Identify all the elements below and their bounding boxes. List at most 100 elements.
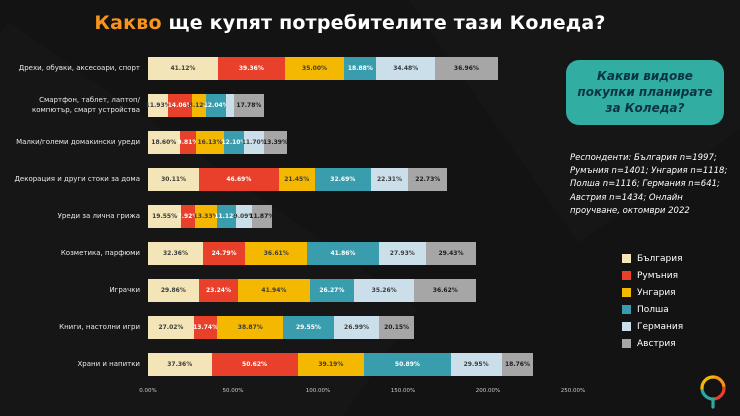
legend-label: Австрия <box>637 338 676 349</box>
legend-item: Румъния <box>622 267 683 284</box>
chart-row: Храни и напитки 37.36% 50.62% 39.19% 50.89% 2… <box>10 346 585 383</box>
x-axis-tick-label: 50.00% <box>222 388 244 394</box>
category-label: Декорация и други стоки за дома <box>14 174 140 183</box>
bar-segment: 18.76% <box>501 353 534 376</box>
bar-segment: 35.00% <box>284 57 345 80</box>
segment-value-label: 35.00% <box>302 65 328 72</box>
category-label: Книги, настолни игри <box>59 322 140 331</box>
legend-swatch <box>622 288 631 297</box>
bar-segment: 14.06% <box>167 94 193 117</box>
legend-swatch <box>622 254 631 263</box>
bar-segment: 11.87% <box>249 205 275 228</box>
segment-value-label: 39.36% <box>238 65 264 72</box>
bar-segment: 24.79% <box>203 242 246 265</box>
segment-value-label: 32.36% <box>163 250 188 257</box>
segment-value-label: 27.02% <box>158 324 184 331</box>
x-axis-tick-label: 250.00% <box>560 388 586 394</box>
segment-value-label: 36.62% <box>432 287 458 294</box>
bar-segment: 32.69% <box>314 168 371 191</box>
segment-value-label: 17.78% <box>236 102 262 109</box>
bar-segment: 46.69% <box>199 168 279 191</box>
segment-value-label: 36.61% <box>263 250 289 257</box>
bar-segment: 30.11% <box>148 168 200 191</box>
bar-segment: 29.43% <box>426 242 477 265</box>
chart-row: Дрехи, обувки, аксесоари, спорт 41.12% 39.… <box>10 50 585 87</box>
bar-track: 30.11% 46.69% 21.45% 32.69% 22.31% 22.73% <box>148 168 448 191</box>
bar-segment: 9.81% <box>177 131 199 154</box>
legend-swatch <box>622 305 631 314</box>
legend-item: Полша <box>622 301 683 318</box>
bar-track: 29.86% 23.24% 41.94% 26.27% 35.26% 36.62% <box>148 279 477 302</box>
respondents-note: Респонденти: България n=1997; Румъния n=… <box>570 153 728 216</box>
segment-value-label: 11.87% <box>249 213 275 220</box>
bar-segment: 41.94% <box>238 279 310 302</box>
bar-segment: 13.39% <box>263 131 288 154</box>
callout-box: Какви видове покупки планирате за Коледа… <box>566 60 724 125</box>
chart-rows: Дрехи, обувки, аксесоари, спорт 41.12% 39.… <box>10 50 585 383</box>
bar-track: 37.36% 50.62% 39.19% 50.89% 29.95% 18.76% <box>148 353 534 376</box>
bar-segment: 16.13% <box>196 131 224 154</box>
bar-segment: 36.61% <box>245 242 308 265</box>
category-label: Играчки <box>109 285 140 294</box>
bar-segment: 17.78% <box>233 94 265 117</box>
bar-segment: 26.27% <box>309 279 355 302</box>
legend-swatch <box>622 271 631 280</box>
legend-label: Унгария <box>637 287 676 298</box>
segment-value-label: 50.62% <box>242 361 268 368</box>
segment-value-label: 9.81% <box>177 139 199 146</box>
legend-item: Австрия <box>622 335 683 352</box>
x-axis-tick-label: 200.00% <box>475 388 501 394</box>
segment-value-label: 18.76% <box>505 361 530 368</box>
category-label: Козметика, парфюми <box>60 248 140 257</box>
segment-value-label: 29.95% <box>463 361 489 368</box>
segment-value-label: 34.48% <box>393 65 419 72</box>
category-label: Малки/големи домакински уреди <box>16 137 140 146</box>
bar-segment: 11.70% <box>242 131 267 154</box>
bar-segment: 35.26% <box>354 279 415 302</box>
chart-row: Смартфон, таблет, лаптоп/компютър, смарт… <box>10 87 585 124</box>
legend-swatch <box>622 322 631 331</box>
segment-value-label: 35.26% <box>371 287 397 294</box>
segment-value-label: 29.43% <box>438 250 464 257</box>
segment-value-label: 41.86% <box>330 250 356 257</box>
bar-track: 27.02% 13.74% 38.87% 29.55% 26.99% 20.15% <box>148 316 414 339</box>
legend-label: Германия <box>637 321 684 332</box>
segment-value-label: 38.87% <box>237 324 263 331</box>
stacked-bar-chart: Дрехи, обувки, аксесоари, спорт 41.12% 39.… <box>10 50 585 400</box>
segment-value-label: 14.06% <box>167 102 193 109</box>
bar-segment: 41.86% <box>307 242 379 265</box>
bar-segment: 8.12% <box>189 94 209 117</box>
segment-value-label: 39.19% <box>318 361 344 368</box>
category-label: Дрехи, обувки, аксесоари, спорт <box>18 63 140 72</box>
chart-row: Декорация и други стоки за дома 30.11% 46.… <box>10 161 585 198</box>
segment-value-label: 19.55% <box>152 213 178 220</box>
bar-segment: 27.02% <box>148 316 194 339</box>
bar-segment: 13.74% <box>193 316 219 339</box>
bar-segment: 36.96% <box>435 57 498 80</box>
bar-segment: 29.86% <box>148 279 199 302</box>
chart-row: Малки/големи домакински уреди 18.60% 9.81%… <box>10 124 585 161</box>
segment-value-label: 13.74% <box>193 324 219 331</box>
segment-value-label: 36.96% <box>453 65 479 72</box>
segment-value-label: 13.39% <box>263 139 288 146</box>
x-axis-tick-label: 150.00% <box>390 388 416 394</box>
segment-value-label: 50.89% <box>394 361 420 368</box>
bar-segment: 50.89% <box>364 353 451 376</box>
x-axis: 0.00% 50.00% 100.00% 150.00% 200.00% 250.00% <box>139 386 586 400</box>
brand-logo-icon <box>700 375 726 409</box>
bar-segment: 37.36% <box>148 353 212 376</box>
bar-track: 18.60% 9.81% 16.13% 12.10% 11.70% 13.39% <box>148 131 288 154</box>
bar-segment: 50.62% <box>211 353 298 376</box>
segment-value-label: 20.15% <box>384 324 410 331</box>
bar-segment: 38.87% <box>217 316 284 339</box>
segment-value-label: 16.13% <box>197 139 223 146</box>
bar-segment: 11.12% <box>214 205 239 228</box>
bar-segment <box>226 94 234 117</box>
bar-segment: 9.09% <box>234 205 254 228</box>
segment-value-label: 46.69% <box>226 176 252 183</box>
bar-segment: 21.45% <box>278 168 315 191</box>
category-label: Храни и напитки <box>77 359 140 368</box>
segment-value-label: 29.55% <box>295 324 321 331</box>
bar-track: 41.12% 39.36% 35.00% 18.88% 34.48% 36.96% <box>148 57 498 80</box>
